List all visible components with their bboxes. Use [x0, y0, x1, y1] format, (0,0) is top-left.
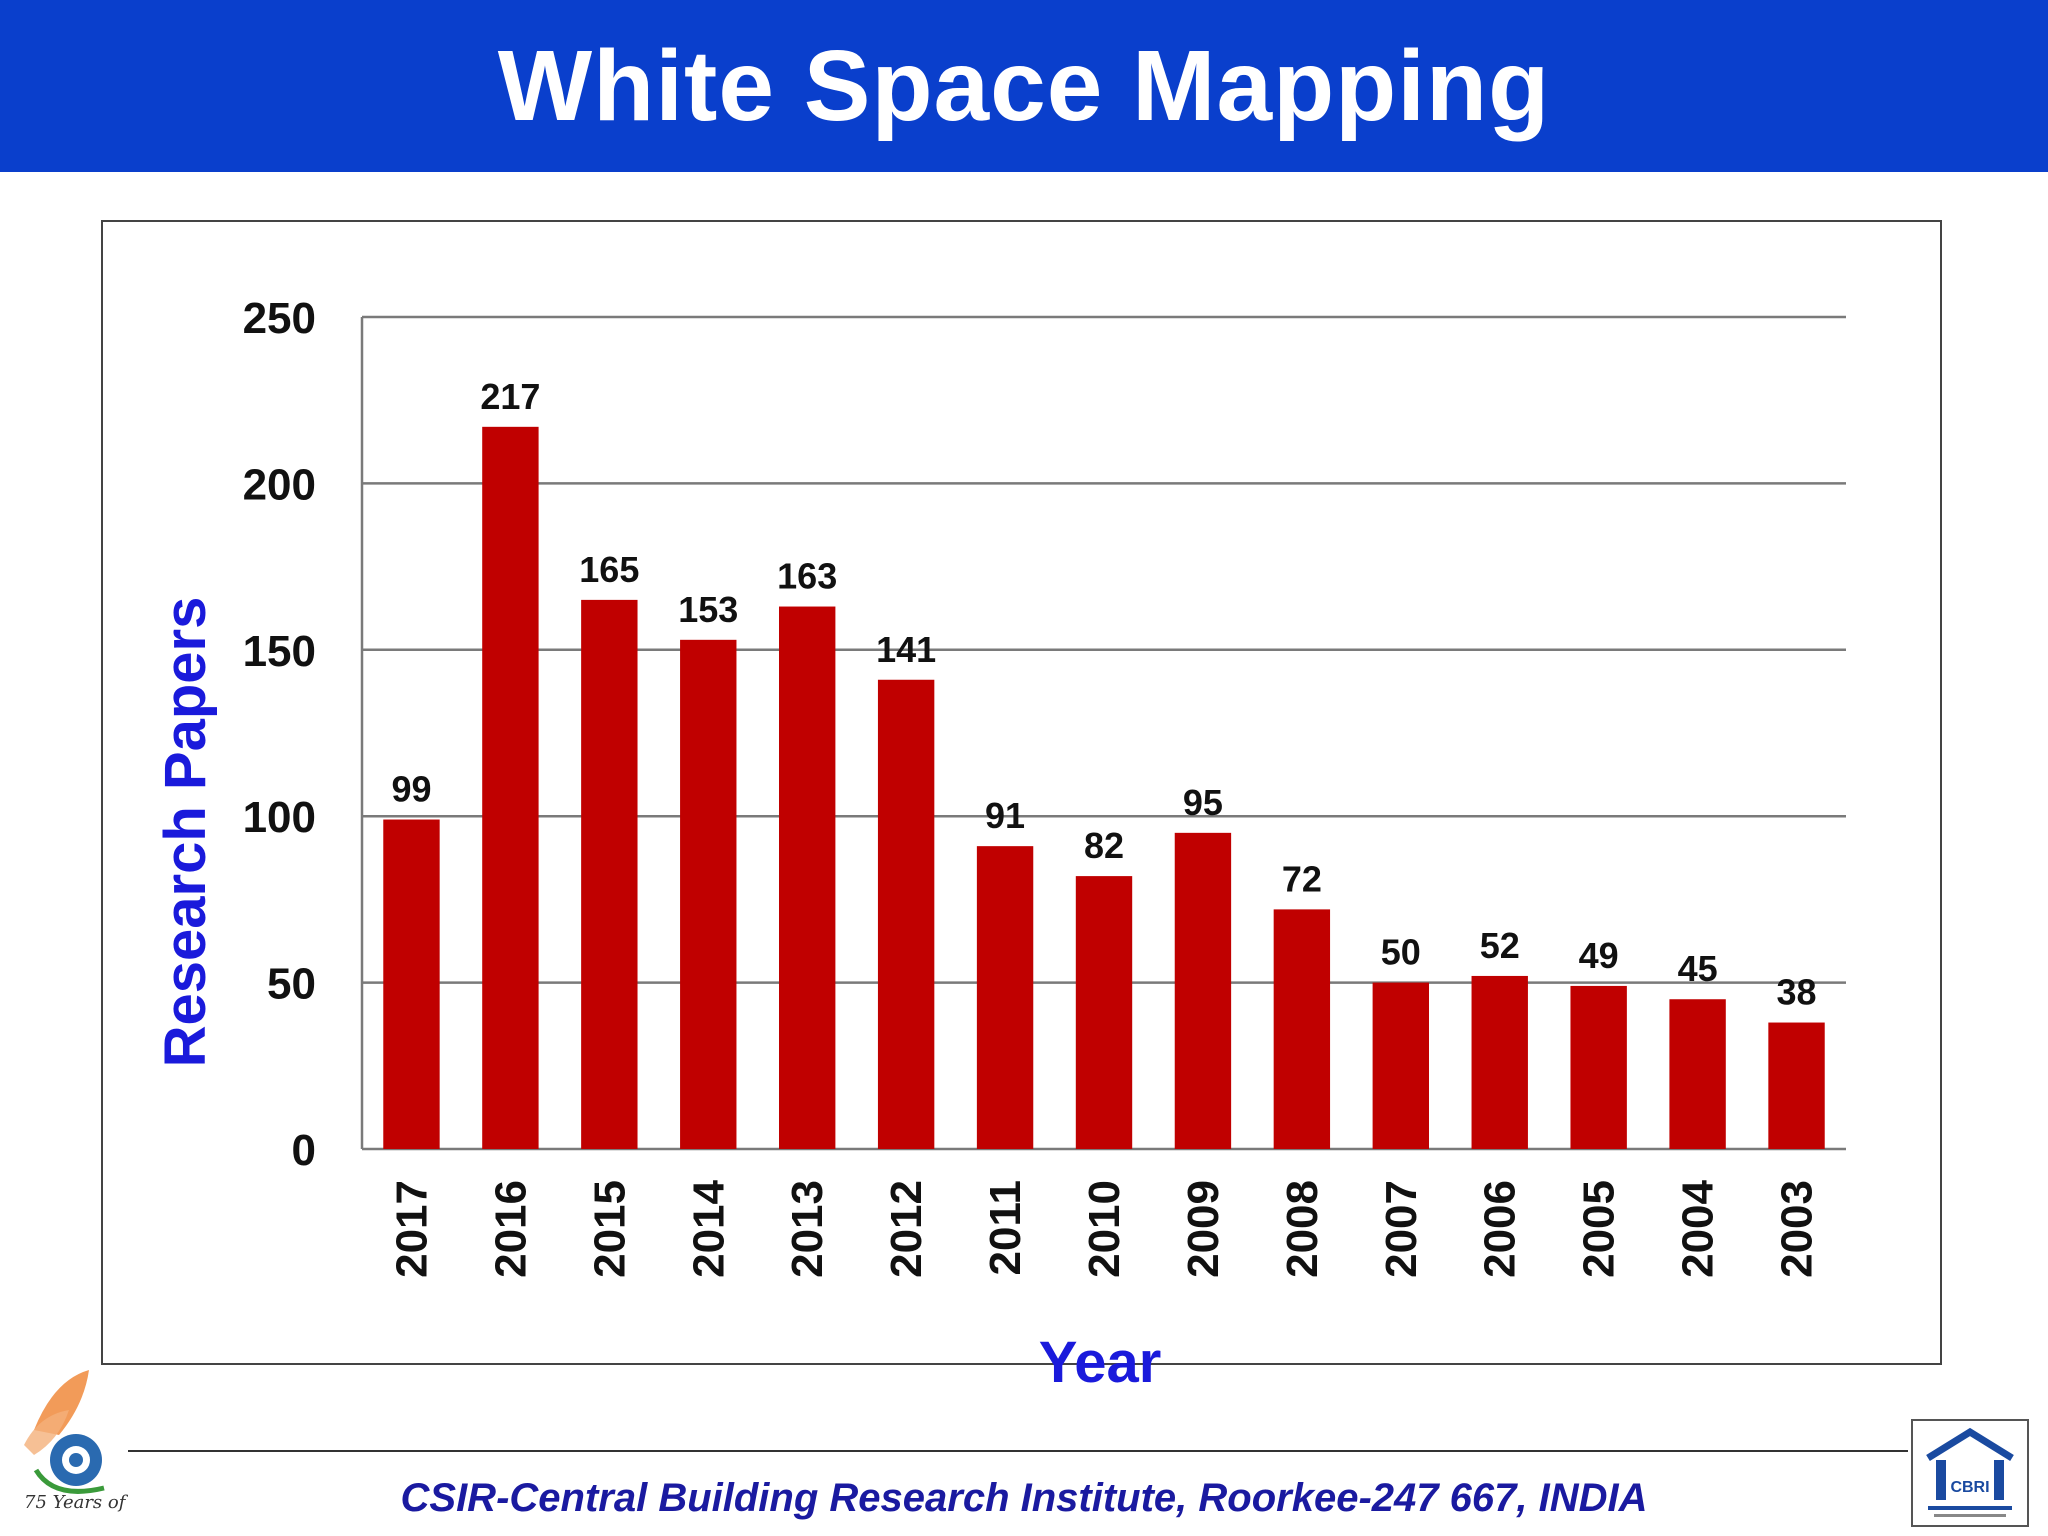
data-label: 153	[678, 589, 738, 630]
x-tick-label: 2007	[1377, 1180, 1426, 1278]
bar-2010	[1075, 876, 1133, 1149]
y-tick-labels: 0 50 100 150 200 250	[243, 294, 316, 1175]
logo-left-text: 75 Years of	[24, 1492, 129, 1513]
bar-2013	[779, 606, 836, 1149]
y-tick-label: 200	[243, 460, 316, 509]
y-tick-label: 0	[292, 1126, 316, 1175]
data-label: 52	[1480, 925, 1520, 966]
data-label: 38	[1777, 972, 1817, 1013]
data-label: 91	[985, 795, 1025, 836]
slide-title: White Space Mapping	[497, 29, 1551, 142]
x-axis-title: Year	[1039, 1330, 1162, 1395]
footer-institute-name: CSIR-Central Building Research Institute…	[400, 1476, 1648, 1520]
bar-2016	[482, 426, 539, 1150]
x-tick-label: 2012	[882, 1180, 931, 1278]
x-tick-label: 2009	[1179, 1180, 1228, 1278]
data-label: 72	[1282, 858, 1322, 899]
x-tick-label: 2013	[783, 1180, 832, 1278]
bar-2015	[581, 599, 638, 1149]
x-tick-label: 2005	[1575, 1180, 1624, 1278]
csir-75-years-logo-icon: 75 Years of	[24, 1370, 129, 1513]
data-label: 50	[1381, 932, 1421, 973]
data-label: 141	[876, 629, 936, 670]
chart-frame	[101, 220, 1942, 1365]
bars	[383, 426, 1825, 1150]
bar-2008	[1273, 909, 1331, 1149]
bar-2007	[1372, 982, 1429, 1149]
y-axis-title: Research Papers	[153, 597, 218, 1068]
data-label: 49	[1579, 935, 1619, 976]
x-tick-label: 2017	[387, 1180, 436, 1278]
data-label: 95	[1183, 782, 1223, 823]
y-tick-label: 150	[243, 627, 316, 676]
x-tick-label: 2003	[1773, 1180, 1822, 1278]
bar-2014	[680, 639, 737, 1149]
data-label: 99	[391, 769, 431, 810]
bar-2009	[1174, 832, 1232, 1149]
bar-2003	[1768, 1022, 1825, 1149]
bar-2011	[976, 846, 1034, 1149]
x-tick-label: 2010	[1080, 1180, 1129, 1278]
bar-2004	[1669, 999, 1726, 1149]
data-labels: 99 217 165 153 163 141 91 82 95 72 50 52 49 45 38	[391, 376, 1816, 1013]
bar-2017	[383, 819, 440, 1149]
x-tick-label: 2015	[585, 1180, 634, 1278]
x-tick-label: 2016	[486, 1180, 535, 1278]
data-label: 163	[777, 556, 837, 597]
y-tick-label: 100	[243, 793, 316, 842]
footer-divider	[128, 1450, 1908, 1452]
data-label: 217	[480, 376, 540, 417]
x-tick-label: 2011	[981, 1180, 1030, 1275]
logo-right-text: CBRI	[1950, 1479, 1989, 1496]
x-tick-labels: 2017 2016 2015 2014 2013 2012 2011 2010 2009 2008…	[387, 1179, 1821, 1277]
x-tick-label: 2006	[1476, 1180, 1525, 1278]
title-bar: White Space Mapping	[0, 0, 2048, 172]
data-label: 45	[1678, 948, 1718, 989]
cbri-logo-icon: CBRI	[1911, 1419, 2029, 1527]
x-tick-label: 2004	[1674, 1179, 1723, 1277]
bar-2005	[1570, 985, 1627, 1149]
bar-2012	[877, 679, 935, 1149]
data-label: 82	[1084, 825, 1124, 866]
y-tick-label: 50	[267, 960, 316, 1009]
x-tick-label: 2008	[1278, 1180, 1327, 1278]
bar-2006	[1471, 975, 1528, 1149]
y-tick-label: 250	[243, 294, 316, 343]
data-label: 165	[579, 549, 639, 590]
x-tick-label: 2014	[684, 1179, 733, 1277]
